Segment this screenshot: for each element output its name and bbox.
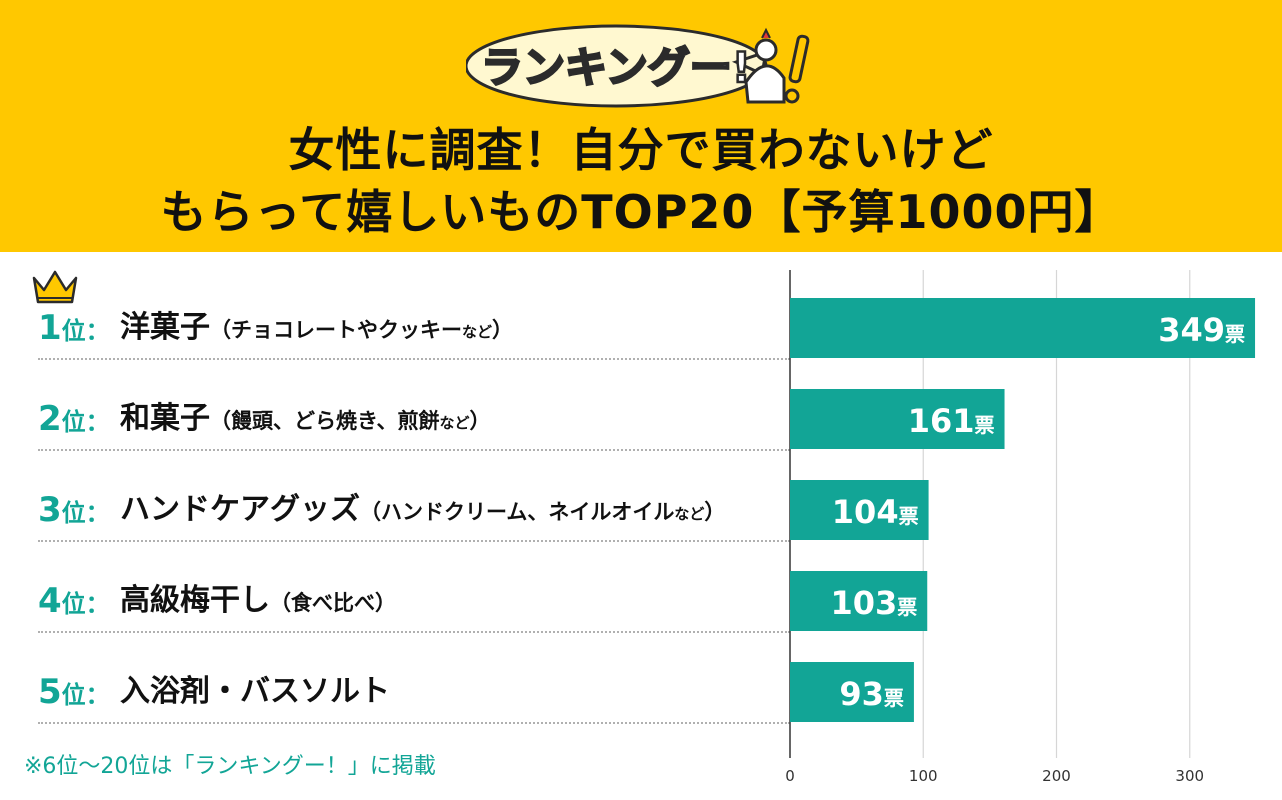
rank-suffix: 位： [61, 590, 110, 618]
data-label-value: 93 [839, 675, 884, 713]
data-label-value: 349 [1158, 311, 1225, 349]
ranking-row: 4位： 高級梅干し（食べ比べ） [38, 563, 790, 633]
item-note-close: ） [704, 500, 726, 524]
item-note-open: （饅頭、どら焼き、煎餅 [210, 409, 440, 433]
data-label-value: 104 [832, 493, 899, 531]
crown-icon [32, 270, 78, 304]
item-name-main: ハンドケアグッズ [120, 492, 360, 527]
item-note-close: ） [492, 318, 514, 342]
rank-suffix: 位： [61, 681, 110, 709]
rank-label: 1位： [38, 308, 110, 348]
row-divider [38, 631, 790, 633]
row-divider [38, 722, 790, 724]
row-divider [38, 358, 790, 360]
item-note-small: など [462, 323, 493, 341]
rank-number: 5 [38, 672, 62, 712]
item-note-small: など [674, 505, 705, 523]
page-title-line1: 女性に調査！自分で買わないけど [288, 123, 994, 177]
bar [790, 298, 1256, 358]
data-label-unit: 票 [899, 504, 919, 528]
x-tick-label: 100 [909, 767, 938, 785]
rank-number: 3 [38, 490, 62, 530]
rank-label: 5位： [38, 672, 110, 712]
item-note-open: （食べ比べ） [270, 591, 396, 615]
data-label-value: 103 [830, 584, 897, 622]
item-name: 和菓子（饅頭、どら焼き、煎餅など） [120, 393, 491, 437]
data-label-unit: 票 [884, 686, 904, 710]
row-divider [38, 540, 790, 542]
ranking-row: 1位： 洋菓子（チョコレートやクッキーなど） [38, 290, 790, 360]
page-title-line2: もらって嬉しいものTOP20【予算1000円】 [160, 185, 1122, 239]
item-name-main: 和菓子 [120, 401, 210, 436]
data-label: 161票 [908, 402, 995, 440]
x-tick-label: 200 [1042, 767, 1071, 785]
item-name-main: 高級梅干し [120, 583, 270, 618]
ranking-row: 5位： 入浴剤・バスソルト [38, 654, 790, 724]
item-note-small: など [439, 414, 470, 432]
x-tick-label: 0 [785, 767, 795, 785]
data-label: 103票 [830, 584, 917, 622]
item-name-main: 入浴剤・バスソルト [120, 674, 390, 709]
row-divider [38, 449, 790, 451]
rank-label: 4位： [38, 581, 110, 621]
ranking-row: 2位： 和菓子（饅頭、どら焼き、煎餅など） [38, 381, 790, 451]
rank-suffix: 位： [61, 499, 110, 527]
rank-number: 2 [38, 399, 62, 439]
item-note: （チョコレートやクッキーなど） [210, 318, 513, 342]
item-name: 入浴剤・バスソルト [120, 666, 390, 710]
rank-suffix: 位： [61, 317, 110, 345]
rank-label: 3位： [38, 490, 110, 530]
item-name: ハンドケアグッズ（ハンドクリーム、ネイルオイルなど） [120, 484, 725, 528]
data-label-unit: 票 [975, 413, 995, 437]
item-name: 高級梅干し（食べ比べ） [120, 575, 396, 619]
data-label-value: 161 [908, 402, 975, 440]
item-name-main: 洋菓子 [120, 310, 210, 345]
bar [790, 389, 1005, 449]
ranking-row: 3位： ハンドケアグッズ（ハンドクリーム、ネイルオイルなど） [38, 472, 790, 542]
item-note: （ハンドクリーム、ネイルオイルなど） [360, 500, 725, 524]
rank-suffix: 位： [61, 408, 110, 436]
data-label-unit: 票 [897, 595, 917, 619]
ranking-logo: ランキングー! [466, 24, 810, 108]
item-note: （饅頭、どら焼き、煎餅など） [210, 409, 491, 433]
rank-label: 2位： [38, 399, 110, 439]
bar [790, 480, 929, 540]
bar [790, 662, 914, 722]
item-note-open: （チョコレートやクッキー [210, 318, 462, 342]
footnote: ※6位〜20位は「ランキングー！」に掲載 [24, 754, 436, 779]
logo-text: ランキングー! [481, 43, 751, 92]
data-label: 104票 [832, 493, 919, 531]
item-note-open: （ハンドクリーム、ネイルオイル [360, 500, 675, 524]
header-banner: ランキングー! 女性に調査！自分で買わないけど もらって嬉しいものTOP20【予… [0, 0, 1282, 252]
data-label: 349票 [1158, 311, 1245, 349]
rank-number: 4 [38, 581, 62, 621]
item-note-close: ） [469, 409, 491, 433]
data-label: 93票 [839, 675, 904, 713]
item-note: （食べ比べ） [270, 591, 396, 615]
item-name: 洋菓子（チョコレートやクッキーなど） [120, 302, 513, 346]
chicken-mascot-icon [744, 27, 810, 104]
rank-number: 1 [38, 308, 62, 348]
data-label-unit: 票 [1225, 322, 1245, 346]
bar [790, 571, 928, 631]
x-tick-label: 300 [1175, 767, 1204, 785]
